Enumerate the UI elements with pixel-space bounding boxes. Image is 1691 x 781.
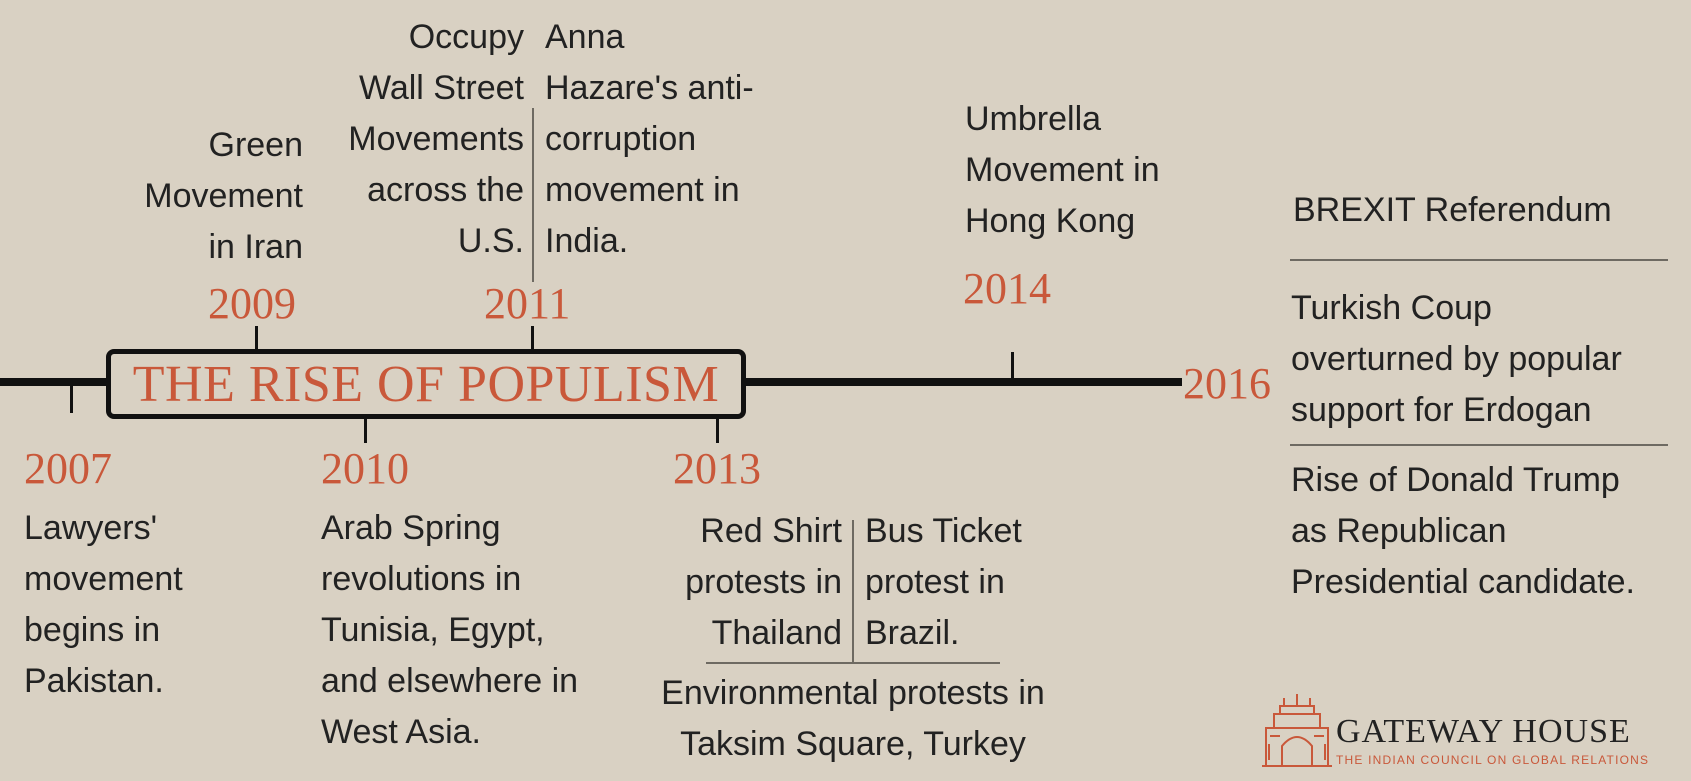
tick-2009 [255, 326, 258, 350]
logo-name: GATEWAY HOUSE [1336, 713, 1631, 750]
year-2010: 2010 [321, 444, 409, 493]
event-2016-brexit: BREXIT Referendum [1293, 191, 1612, 229]
event-2016-separator-2 [1290, 444, 1668, 446]
tick-2007 [70, 383, 73, 413]
logo-tagline: THE INDIAN COUNCIL ON GLOBAL RELATIONS [1336, 753, 1650, 767]
timeline-axis-right [735, 378, 1182, 386]
event-2013-divider [852, 520, 854, 662]
year-2013: 2013 [673, 444, 761, 493]
timeline-axis-left [0, 378, 110, 386]
tick-2014 [1011, 352, 1014, 378]
timeline-title-box: THE RISE OF POPULISM [106, 349, 746, 419]
event-2016-turkish-coup: Turkish Coup overturned by popular suppo… [1291, 289, 1622, 429]
tick-2011 [531, 326, 534, 350]
event-2011-right-text: Anna Hazare's anti- corruption movement … [545, 18, 754, 260]
year-2011: 2011 [484, 279, 571, 328]
year-2016: 2016 [1183, 359, 1271, 408]
event-2011-divider [532, 108, 534, 282]
event-2013-bottom-text: Environmental protests in Taksim Square,… [661, 674, 1045, 763]
tick-2013 [716, 413, 719, 443]
year-2014: 2014 [963, 264, 1051, 313]
year-2007: 2007 [24, 444, 112, 493]
tick-2010 [364, 413, 367, 443]
event-2007-text: Lawyers' movement begins in Pakistan. [24, 509, 183, 700]
event-2010-text: Arab Spring revolutions in Tunisia, Egyp… [321, 509, 579, 751]
event-2013-separator [706, 662, 1000, 664]
event-2013-right-text: Bus Ticket protest in Brazil. [865, 512, 1022, 652]
gateway-house-logo-icon [1262, 694, 1332, 767]
year-2009: 2009 [208, 279, 296, 328]
event-2016-trump: Rise of Donald Trump as Republican Presi… [1291, 461, 1636, 601]
event-2009-text: Green Movement in Iran [144, 126, 303, 266]
page-title: THE RISE OF POPULISM [132, 355, 720, 413]
event-2014-text: Umbrella Movement in Hong Kong [965, 100, 1160, 240]
event-2016-separator-1 [1290, 259, 1668, 261]
event-2013-left-text: Red Shirt protests in Thailand [685, 512, 842, 652]
event-2011-left-text: Occupy Wall Street Movements across the … [348, 18, 524, 260]
